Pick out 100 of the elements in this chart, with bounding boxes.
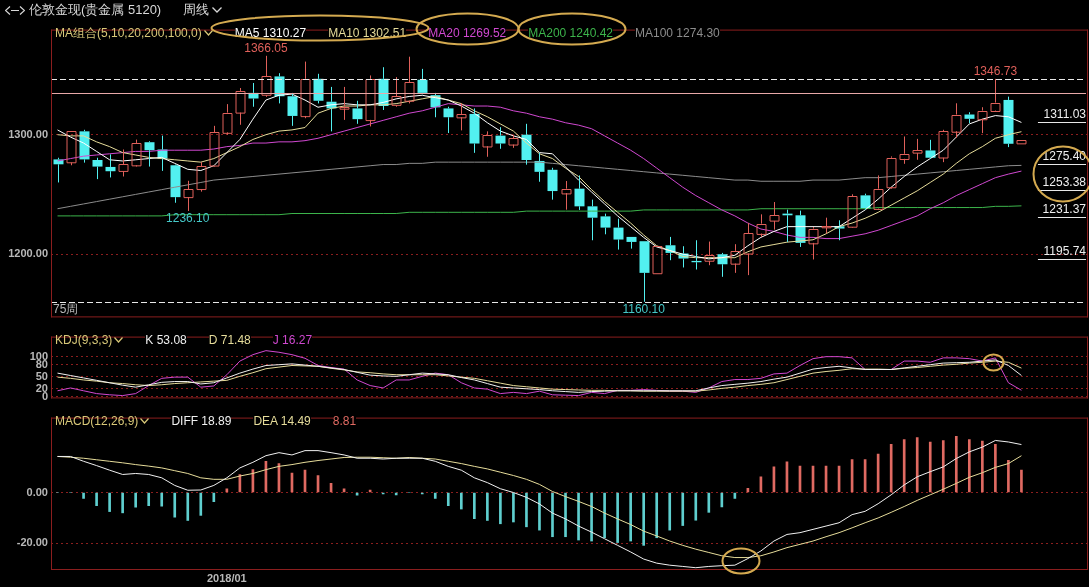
- candlestick: [808, 226, 819, 260]
- legend-title: KDJ(9,3,3): [55, 333, 113, 347]
- bar: [473, 492, 476, 520]
- annotation: 1366.05: [244, 41, 288, 56]
- candlestick: [912, 138, 923, 161]
- bar: [564, 492, 567, 538]
- candlestick: [92, 157, 103, 180]
- bar: [459, 492, 463, 510]
- bar: [655, 492, 659, 539]
- ref-line-label: 1195.74: [1043, 243, 1087, 258]
- y-tick-label: 50: [35, 369, 48, 382]
- bar: [433, 492, 437, 499]
- bar: [915, 437, 919, 493]
- text: 8.81: [332, 414, 357, 428]
- candlestick: [899, 135, 910, 165]
- y-tick-label: 1200.00: [8, 247, 48, 260]
- bar: [486, 492, 489, 521]
- ref-line-label: 1231.37: [1042, 201, 1087, 216]
- text: MA100 1274.30: [635, 26, 720, 40]
- candlestick: [105, 153, 116, 178]
- text: D 71.48: [208, 333, 251, 347]
- candlestick: [756, 213, 767, 238]
- text: DEA 14.49: [253, 414, 311, 428]
- bar: [121, 492, 124, 514]
- candlestick: [352, 100, 363, 125]
- ref-line-label: 1253.38: [1042, 174, 1087, 189]
- candlestick: [144, 142, 155, 168]
- bar: [629, 492, 632, 542]
- chart-title: 伦敦金现(贵金属 5120): [29, 1, 162, 19]
- bar: [108, 492, 111, 512]
- text: DIFF 18.89: [171, 414, 232, 428]
- candlestick: [404, 56, 415, 104]
- bar: [694, 492, 698, 521]
- candlestick: [769, 201, 780, 231]
- bar: [499, 492, 502, 525]
- ref-line-label: 1311.03: [1043, 106, 1087, 121]
- candlestick: [613, 218, 624, 251]
- bar: [199, 492, 203, 516]
- bar: [707, 492, 711, 513]
- text: MA20 1269.52: [428, 26, 507, 40]
- candlestick: [118, 149, 129, 177]
- annotation: 1346.73: [973, 64, 1018, 79]
- candlestick: [391, 76, 402, 108]
- text: MA200 1240.42: [528, 26, 613, 40]
- bar: [82, 492, 85, 499]
- candlestick: [456, 102, 467, 131]
- bar: [603, 492, 606, 539]
- bar: [968, 439, 971, 493]
- bar: [95, 492, 98, 507]
- bar: [902, 439, 906, 493]
- candlestick: [639, 241, 650, 303]
- y-tick-label: 0.00: [26, 485, 48, 498]
- bar: [941, 440, 945, 493]
- candlestick: [287, 92, 298, 127]
- bar: [981, 440, 984, 493]
- bar: [928, 441, 932, 493]
- candlestick: [469, 107, 480, 154]
- bar: [889, 443, 893, 493]
- legend-title: MACD(12,26,9): [55, 414, 139, 428]
- bar: [1020, 469, 1023, 493]
- candlestick: [534, 152, 545, 183]
- candlestick: [977, 106, 988, 134]
- candlestick: [964, 111, 975, 124]
- bar: [446, 492, 450, 507]
- annotation: 1236.10: [166, 211, 210, 226]
- bar: [525, 492, 528, 528]
- candlestick: [495, 126, 506, 150]
- bar: [538, 492, 541, 531]
- candlestick: [821, 217, 832, 235]
- ref-line-label: 1275.40: [1042, 148, 1087, 163]
- x-tick-label: 2018/01: [206, 571, 247, 584]
- bar: [147, 492, 151, 507]
- bar: [551, 492, 554, 538]
- bar: [590, 492, 593, 542]
- candlestick: [990, 78, 1001, 112]
- candlestick: [547, 167, 558, 201]
- candlestick: [730, 243, 741, 274]
- chart-subtitle: 周线: [183, 1, 210, 19]
- candlestick: [339, 86, 350, 121]
- bar: [577, 492, 580, 541]
- y-tick-label: 1300.00: [8, 127, 48, 140]
- text: K 53.08: [145, 333, 187, 347]
- candlestick: [561, 180, 572, 211]
- bar: [512, 492, 515, 523]
- bar: [1007, 459, 1010, 493]
- bar: [160, 492, 164, 507]
- candlestick: [443, 106, 454, 134]
- bar: [212, 492, 216, 502]
- text: MA5 1310.27: [234, 26, 307, 40]
- bar: [994, 443, 997, 493]
- annotation: 1160.10: [622, 302, 666, 317]
- candlestick: [170, 165, 181, 204]
- candlestick: [925, 139, 936, 158]
- bar: [954, 436, 958, 493]
- bar: [668, 492, 672, 531]
- bar: [642, 492, 646, 546]
- candlestick: [626, 236, 637, 250]
- y-tick-label: -20.00: [16, 536, 48, 549]
- bar: [173, 492, 177, 518]
- bar: [134, 492, 137, 508]
